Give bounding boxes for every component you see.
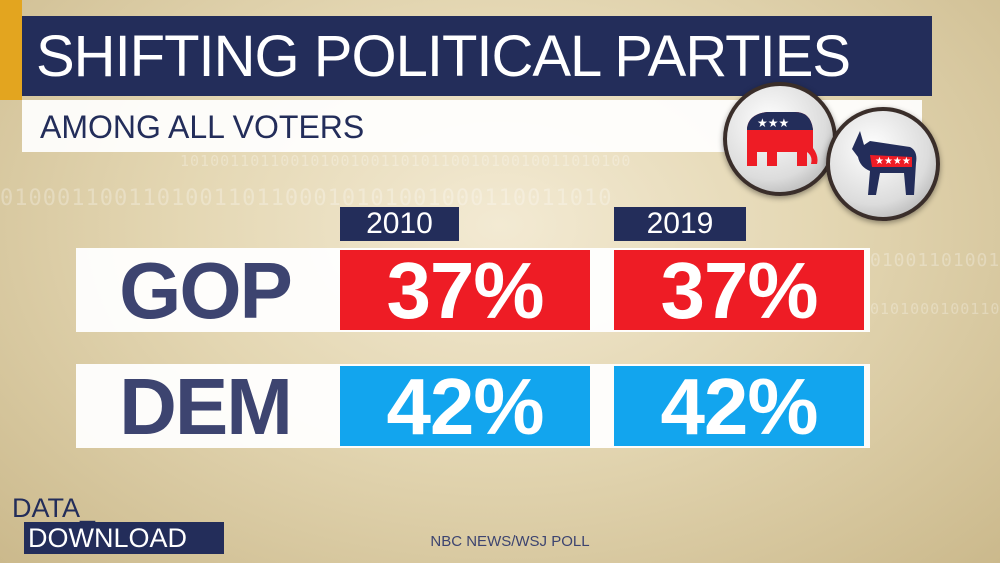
svg-text:★★★★: ★★★★ (875, 156, 911, 167)
row-label-gop: GOP (119, 246, 293, 335)
table-cell-dem-2010: 42% (340, 366, 590, 448)
chart-subtitle: AMONG ALL VOTERS (40, 109, 365, 145)
background-binary-decoration: 1010011011001010010011010110010100100110… (180, 152, 632, 170)
column-header-2010: 2010 (340, 207, 459, 241)
brand-logo-box (24, 522, 224, 554)
svg-text:★★★: ★★★ (757, 116, 789, 130)
background-binary-decoration: 0101000100110 (870, 300, 1000, 318)
background-binary-decoration: 0100011001101001101100010101001000110011… (0, 186, 613, 211)
table-cell-gop-2019: 37% (614, 250, 864, 332)
elephant-icon: ★★★ (747, 112, 818, 166)
brand-logo-line1: DATA_ (12, 493, 96, 523)
republican-logo: ★★★ (723, 82, 837, 196)
column-header-2019: 2019 (614, 207, 746, 241)
background-binary-decoration: 010011010011 (870, 250, 1000, 271)
donkey-icon: ★★★★ (852, 131, 917, 195)
table-cell-dem-2019: 42% (614, 366, 864, 448)
accent-bar (0, 0, 22, 100)
brand-logo-line2: DOWNLOAD (28, 523, 188, 553)
source-note: NBC NEWS/WSJ POLL (430, 533, 590, 550)
row-label-dem: DEM (119, 362, 293, 451)
table-cell-gop-2010: 37% (340, 250, 590, 332)
democratic-logo: ★★★★ (826, 107, 940, 221)
chart-title: SHIFTING POLITICAL PARTIES (36, 24, 851, 89)
